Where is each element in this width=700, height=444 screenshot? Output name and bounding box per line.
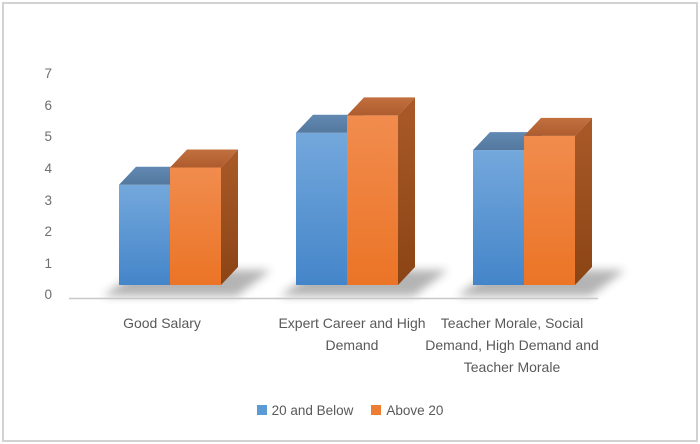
legend: 20 and Below Above 20 <box>0 401 700 419</box>
legend-label: 20 and Below <box>271 402 354 418</box>
bar-above-20-good-salary-top <box>170 149 238 168</box>
bar-20-and-below-teacher-morale-social-de-front <box>473 150 524 285</box>
y-tick-label-4: 4 <box>44 161 52 177</box>
bar-above-20-expert-career-and-high-d-side <box>398 97 415 285</box>
y-tick-label-5: 5 <box>44 129 52 145</box>
category-label-line: Good Salary <box>123 315 201 331</box>
legend-item: Above 20 <box>371 403 443 418</box>
category-label: Teacher Morale, Social Demand, High Deman… <box>407 312 617 378</box>
category-label-line: Teacher Morale <box>463 359 561 375</box>
bar-above-20-teacher-morale-social-de-front <box>524 135 575 285</box>
category-label: Expert Career and High Demand <box>247 312 457 356</box>
legend-swatch-icon <box>371 405 382 415</box>
category-label-line: Teacher Morale, Social <box>440 315 584 331</box>
bar-above-20-good-salary-front <box>170 167 221 285</box>
legend-label: Above 20 <box>386 402 444 418</box>
category-label-line: Demand, High Demand and <box>425 337 599 353</box>
bar-above-20-expert-career-and-high-d-top <box>347 97 415 116</box>
bar-above-20-teacher-morale-social-de-top <box>524 117 592 136</box>
bar-20-and-below-good-salary-front <box>119 184 170 285</box>
category-label: Good Salary <box>57 312 267 334</box>
y-tick-label-3: 3 <box>44 192 52 208</box>
bar-20-and-below-expert-career-and-high-d-front <box>296 132 347 285</box>
legend-swatch-icon <box>256 405 267 415</box>
y-tick-label-1: 1 <box>44 255 52 271</box>
bar-above-20-good-salary-side <box>221 149 238 285</box>
category-label-line: Demand <box>325 337 379 353</box>
bars-group <box>119 97 592 286</box>
bar-above-20-expert-career-and-high-d-front <box>347 115 398 285</box>
category-label-line: Expert Career and High <box>278 315 426 331</box>
bar-above-20-teacher-morale-social-de-side <box>575 117 592 286</box>
y-tick-label-0: 0 <box>44 287 52 303</box>
y-tick-label-6: 6 <box>44 97 52 113</box>
y-tick-label-2: 2 <box>44 224 52 240</box>
y-tick-label-7: 7 <box>44 66 52 82</box>
legend-item: 20 and Below <box>256 402 354 418</box>
